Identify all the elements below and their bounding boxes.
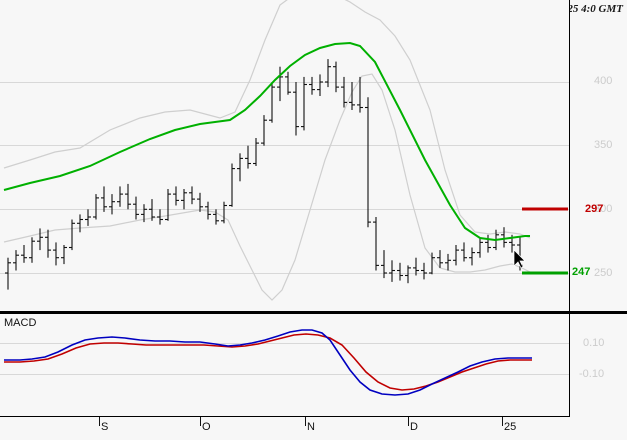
macd-main-line	[4, 329, 532, 396]
resistance-price-label[interactable]: 297	[585, 203, 604, 215]
x-axis-tick-label-D: D	[410, 421, 418, 433]
macd-panel-background	[0, 314, 570, 417]
right-axis-border	[569, 0, 570, 417]
x-axis-tick-mark-S	[99, 417, 100, 426]
price-axis-label-400: 400	[594, 75, 613, 87]
price-axis-label-350: 350	[594, 139, 613, 151]
price-axis-label-250: 250	[594, 267, 613, 279]
price-axis-label-300: 300	[594, 203, 613, 215]
x-axis-tick-label-S: S	[101, 421, 109, 433]
mouse-cursor	[513, 249, 526, 269]
panel-separator	[0, 311, 627, 314]
x-axis-tick-mark-O	[200, 417, 201, 426]
x-axis-tick-mark-D	[408, 417, 409, 426]
x-axis-line	[0, 416, 570, 417]
price-panel-background	[0, 0, 570, 311]
macd-panel[interactable]	[0, 314, 570, 417]
ma20-line	[3, 41, 530, 242]
ohlc-bars[interactable]	[5, 59, 523, 290]
price-gridlines	[0, 82, 570, 274]
macd-axis-label-upper: 0.10	[583, 337, 605, 349]
bollinger-upper-band	[3, 0, 531, 239]
macd-panel-title: MACD	[4, 317, 37, 329]
x-axis-tick-label-O: O	[202, 421, 211, 433]
x-axis-tick-label-25: 25	[504, 421, 517, 433]
x-axis-tick-mark-25	[502, 417, 503, 426]
macd-signal-line	[4, 333, 532, 391]
price-panel[interactable]	[0, 0, 570, 311]
macd-axis-label-lower: -0.10	[579, 368, 605, 380]
support-price-label[interactable]: 247	[572, 266, 591, 278]
x-axis-tick-mark-N	[305, 417, 306, 426]
x-axis-tick-label-N: N	[307, 421, 315, 433]
